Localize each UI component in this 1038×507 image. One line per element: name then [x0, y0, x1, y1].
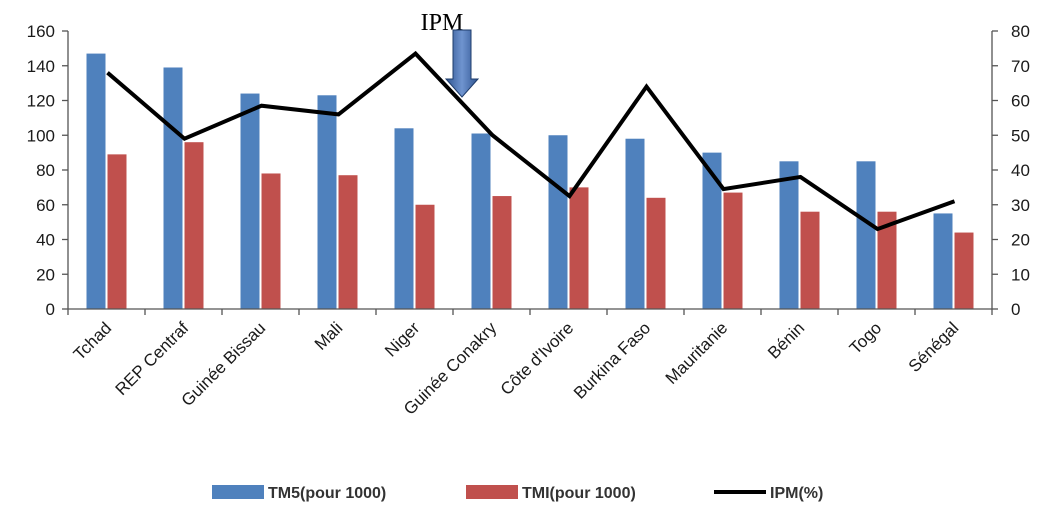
category-label-niger: Niger [381, 318, 423, 360]
annotation-arrow-icon [444, 29, 480, 98]
bar-tmi-pour-1000-guinee-bissau [261, 173, 281, 309]
legend: TM5(pour 1000) TMI(pour 1000) IPM(%) [212, 485, 823, 502]
tick-label-right-0: 0 [1011, 300, 1020, 319]
bar-tmi-pour-1000-cote-d-ivoire [569, 187, 589, 309]
bar-tm5-pour-1000-burkina-faso [625, 138, 645, 309]
tick-label-left-140: 140 [27, 57, 55, 76]
bar-tmi-pour-1000-niger [415, 204, 435, 309]
line-ipm [106, 50, 956, 232]
bar-tmi-pour-1000-togo [877, 211, 897, 309]
bar-tm5-pour-1000-togo [856, 161, 876, 309]
tick-label-right-40: 40 [1011, 161, 1030, 180]
category-label-benin: Bénin [764, 318, 808, 362]
tick-label-left-80: 80 [36, 161, 55, 180]
tick-label-left-100: 100 [27, 126, 55, 145]
bar-tm5-pour-1000-cote-d-ivoire [548, 135, 568, 309]
bar-tm5-pour-1000-niger [394, 128, 414, 309]
tick-label-left-160: 160 [27, 22, 55, 41]
tick-label-right-20: 20 [1011, 231, 1030, 250]
bar-tm5-pour-1000-tchad [86, 53, 106, 310]
bar-tm5-pour-1000-senegal [933, 213, 953, 309]
tick-label-right-60: 60 [1011, 92, 1030, 111]
category-label-togo: Togo [846, 318, 886, 358]
category-label-cote-d-ivoire: Côte d'Ivoire [497, 318, 578, 399]
category-label-senegal: Sénégal [905, 318, 963, 376]
tick-label-left-120: 120 [27, 92, 55, 111]
bar-tm5-pour-1000-rep-centraf [163, 67, 183, 309]
tick-label-right-50: 50 [1011, 126, 1030, 145]
legend-swatch-tmi [466, 485, 518, 499]
category-label-rep-centraf: REP Centraf [112, 318, 193, 399]
bar-tmi-pour-1000-benin [800, 211, 820, 309]
bar-tmi-pour-1000-burkina-faso [646, 197, 666, 309]
bar-tmi-pour-1000-mali [338, 175, 358, 309]
bar-tm5-pour-1000-benin [779, 161, 799, 309]
bar-tm5-pour-1000-mali [317, 95, 337, 309]
category-label-mali: Mali [311, 318, 346, 353]
legend-label-tm5: TM5(pour 1000) [268, 485, 386, 502]
legend-label-ipm: IPM(%) [770, 485, 823, 502]
tick-label-left-0: 0 [46, 300, 55, 319]
bar-tm5-pour-1000-mauritanie [702, 152, 722, 309]
category-label-tchad: Tchad [70, 318, 116, 364]
legend-label-tmi: TMI(pour 1000) [522, 485, 636, 502]
bar-tm5-pour-1000-guinee-conakry [471, 133, 491, 309]
bar-tm5-pour-1000-guinee-bissau [240, 93, 260, 309]
bar-tmi-pour-1000-tchad [107, 154, 127, 309]
bar-tmi-pour-1000-guinee-conakry [492, 196, 512, 309]
bar-tmi-pour-1000-mauritanie [723, 192, 743, 309]
annotation-backdrop [316, 4, 566, 44]
bar-tmi-pour-1000-senegal [954, 232, 974, 309]
tick-label-right-30: 30 [1011, 196, 1030, 215]
category-label-mauritanie: Mauritanie [662, 318, 732, 388]
tick-label-left-40: 40 [36, 231, 55, 250]
tick-label-left-60: 60 [36, 196, 55, 215]
tick-label-left-20: 20 [36, 265, 55, 284]
tick-label-right-10: 10 [1011, 265, 1030, 284]
bar-tmi-pour-1000-rep-centraf [184, 142, 204, 309]
tick-label-right-80: 80 [1011, 22, 1030, 41]
legend-swatch-tm5 [212, 485, 264, 499]
category-label-burkina-faso: Burkina Faso [570, 318, 654, 402]
tick-label-right-70: 70 [1011, 57, 1030, 76]
